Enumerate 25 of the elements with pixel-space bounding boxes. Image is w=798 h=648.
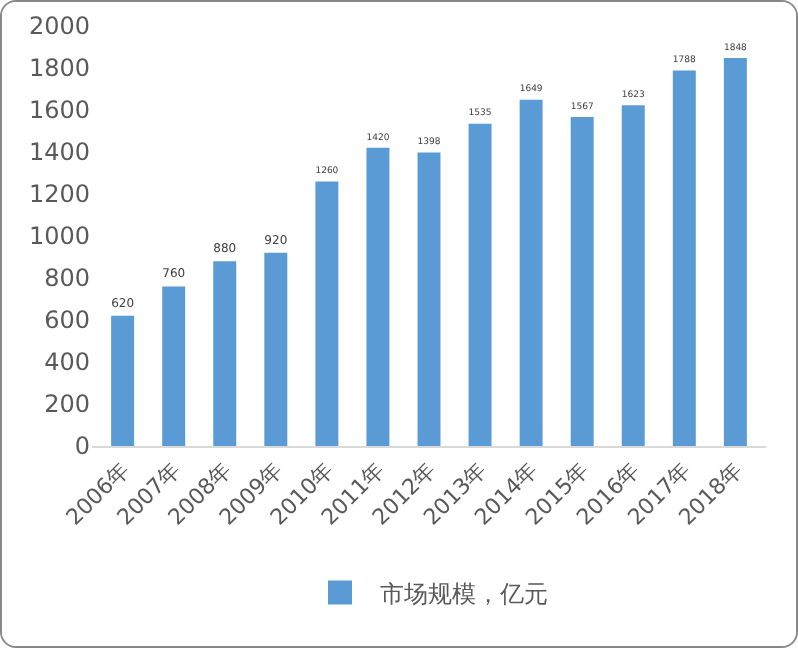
legend-label: 市场规模，亿元	[380, 579, 548, 608]
bar	[366, 147, 390, 446]
bar	[264, 252, 288, 446]
bar	[111, 315, 135, 446]
bar	[621, 105, 645, 446]
bar	[519, 99, 543, 446]
y-tick-label: 0	[74, 432, 90, 461]
bar	[672, 70, 696, 446]
bar	[468, 123, 492, 446]
bar	[213, 261, 237, 446]
bar	[570, 116, 594, 446]
y-tick-label: 2000	[28, 12, 90, 41]
bar	[417, 152, 441, 446]
y-tick-label: 1600	[28, 96, 90, 125]
y-tick-label: 600	[44, 306, 90, 335]
y-tick-label: 800	[44, 264, 90, 293]
y-tick-label: 1000	[28, 222, 90, 251]
y-tick-label: 400	[44, 348, 90, 377]
bar	[315, 181, 339, 446]
y-tick-label: 1400	[28, 138, 90, 167]
bar	[162, 286, 186, 446]
y-tick-label: 200	[44, 390, 90, 419]
bar	[723, 57, 747, 446]
y-tick-label: 1200	[28, 180, 90, 209]
y-tick-label: 1800	[28, 54, 90, 83]
